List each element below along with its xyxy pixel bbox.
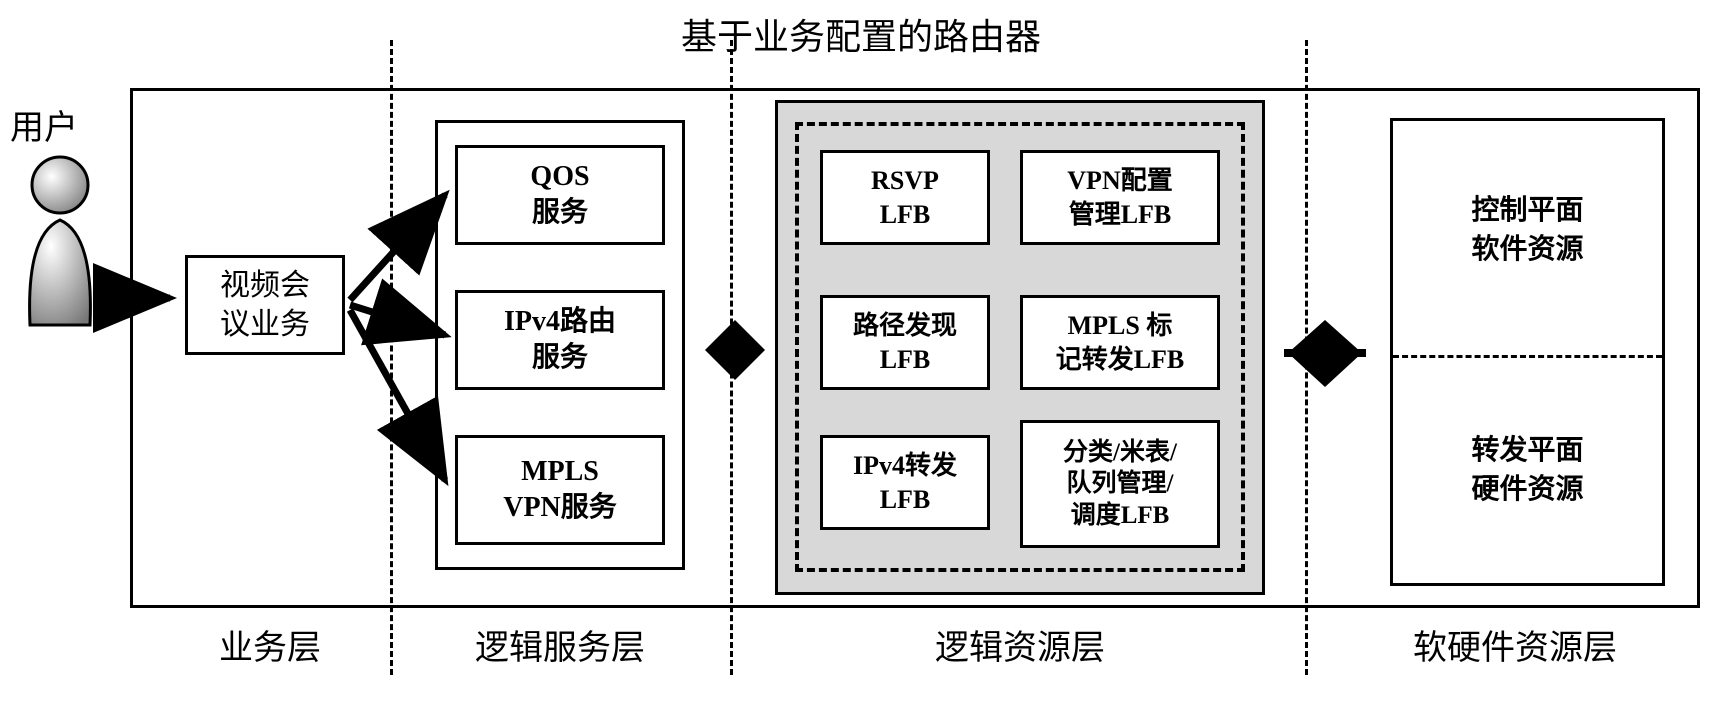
arrows-business-to-services xyxy=(345,170,465,520)
lfb-mplsfwd: MPLS 标 记转发LFB xyxy=(1020,295,1220,390)
user-icon xyxy=(18,150,103,330)
resource-forward-text: 转发平面 硬件资源 xyxy=(1393,431,1662,509)
resource-divider xyxy=(1393,355,1662,358)
layer-label-hw: 软硬件资源层 xyxy=(1350,620,1680,669)
service-mpls: MPLS VPN服务 xyxy=(455,435,665,545)
lfb-sched: 分类/米表/ 队列管理/ 调度LFB xyxy=(1020,420,1220,548)
lfb-vpn: VPN配置 管理LFB xyxy=(1020,150,1220,245)
diagram-title: 基于业务配置的路由器 xyxy=(0,8,1722,60)
service-qos: QOS 服务 xyxy=(455,145,665,245)
user-label: 用户 xyxy=(10,100,78,149)
layer-label-service: 逻辑服务层 xyxy=(410,620,710,669)
resource-panel: 控制平面 软件资源 转发平面 硬件资源 xyxy=(1390,118,1665,586)
business-box: 视频会 议业务 xyxy=(185,255,345,355)
lfb-rsvp: RSVP LFB xyxy=(820,150,990,245)
resource-control-text: 控制平面 软件资源 xyxy=(1393,191,1662,269)
layer-label-business: 业务层 xyxy=(170,620,370,669)
lfb-ipv4fwd: IPv4转发 LFB xyxy=(820,435,990,530)
diamond-connector-2 xyxy=(1280,315,1370,395)
lfb-path: 路径发现 LFB xyxy=(820,295,990,390)
layer-label-resource: 逻辑资源层 xyxy=(830,620,1210,669)
service-ipv4: IPv4路由 服务 xyxy=(455,290,665,390)
diamond-connector-1 xyxy=(695,315,775,385)
